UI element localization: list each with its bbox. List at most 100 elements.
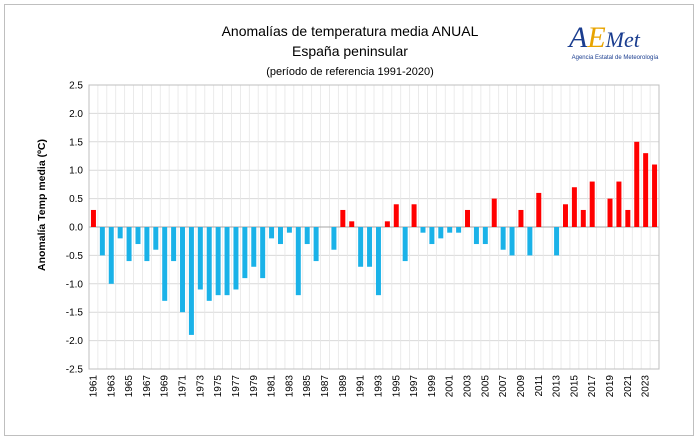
bar-2021 xyxy=(625,209,631,227)
bar-1970 xyxy=(171,227,177,262)
x-tick-label: 1979 xyxy=(249,375,260,398)
bar-2015 xyxy=(571,187,577,227)
x-tick-label: 1975 xyxy=(213,375,224,398)
x-tick-label: 2017 xyxy=(587,375,598,398)
bar-1969 xyxy=(162,227,168,301)
y-tick-label: -1.0 xyxy=(66,279,84,290)
bar-1975 xyxy=(215,227,221,296)
bar-1986 xyxy=(313,227,319,262)
bar-1967 xyxy=(144,227,150,262)
bar-1984 xyxy=(295,227,301,296)
x-tick-label: 1981 xyxy=(267,375,278,398)
bar-1961 xyxy=(90,209,96,227)
x-tick-label: 1991 xyxy=(356,375,367,398)
bar-1974 xyxy=(206,227,212,301)
bar-1980 xyxy=(260,227,266,279)
bar-1971 xyxy=(180,227,186,313)
x-tick-label: 1989 xyxy=(338,375,349,398)
y-tick-label: 0.5 xyxy=(69,194,83,205)
bar-1996 xyxy=(402,227,408,262)
bar-2016 xyxy=(580,209,586,227)
x-tick-label: 2005 xyxy=(480,375,491,398)
bar-1990 xyxy=(349,221,355,227)
x-axis-ticks: 1961 1963 1965 1967 1969 1971 1973 1975 1977 1979… xyxy=(88,375,651,398)
bar-2006 xyxy=(491,198,497,227)
x-tick-label: 1961 xyxy=(88,375,99,398)
plot-area-border xyxy=(88,84,660,370)
bar-2008 xyxy=(509,227,515,256)
bar-1994 xyxy=(384,221,390,227)
bar-1989 xyxy=(340,209,346,227)
x-tick-label: 1963 xyxy=(106,375,117,398)
bar-2001 xyxy=(447,227,453,233)
x-tick-label: 1977 xyxy=(231,375,242,398)
bar-1973 xyxy=(197,227,203,290)
bar-1966 xyxy=(135,227,141,245)
x-tick-label: 2013 xyxy=(552,375,563,398)
bar-1983 xyxy=(286,227,292,233)
y-tick-label: -2.5 xyxy=(66,365,84,376)
chart-frame: Anomalías de temperatura media ANUAL Esp… xyxy=(4,4,694,436)
y-tick-label: 2.0 xyxy=(69,109,83,120)
x-tick-label: 1985 xyxy=(302,375,313,398)
x-tick-label: 1997 xyxy=(409,375,420,398)
bar-2005 xyxy=(482,227,488,245)
bar-1972 xyxy=(188,227,194,335)
y-tick-label: 2.5 xyxy=(69,81,83,92)
bar-1997 xyxy=(411,204,417,227)
bar-1988 xyxy=(331,227,337,250)
bar-2003 xyxy=(465,209,471,227)
y-axis-ticks: 2.5 2.0 1.5 1.0 0.5 0.0 -0.5 -1.0 -1.5 -2.0 -2.5 xyxy=(66,81,84,376)
aemet-logo-text: AEMet xyxy=(567,21,641,54)
x-tick-label: 1995 xyxy=(391,375,402,398)
x-tick-label: 2001 xyxy=(445,375,456,398)
bar-1977 xyxy=(233,227,239,290)
bar-1985 xyxy=(304,227,310,245)
bar-1965 xyxy=(126,227,132,262)
bar-1991 xyxy=(358,227,364,267)
bar-1968 xyxy=(153,227,159,250)
bar-1978 xyxy=(242,227,248,279)
bar-2007 xyxy=(500,227,506,250)
bar-1962 xyxy=(99,227,105,256)
bar-2020 xyxy=(616,181,622,227)
bar-2023 xyxy=(643,153,649,227)
bar-2000 xyxy=(438,227,444,239)
chart-title: Anomalías de temperatura media ANUAL xyxy=(222,23,479,39)
x-tick-label: 1973 xyxy=(195,375,206,398)
chart-subtitle: España peninsular xyxy=(292,43,408,59)
x-tick-label: 1965 xyxy=(124,375,135,398)
x-tick-label: 1999 xyxy=(427,375,438,398)
bar-1976 xyxy=(224,227,230,296)
bar-2013 xyxy=(554,227,560,256)
bar-1963 xyxy=(108,227,114,284)
chart-bars xyxy=(90,141,658,335)
temperature-anomaly-chart: Anomalías de temperatura media ANUAL Esp… xyxy=(36,21,660,398)
y-tick-label: 0.0 xyxy=(69,223,83,234)
x-tick-label: 2003 xyxy=(463,375,474,398)
aemet-logo-tagline: Agencia Estatal de Meteorología xyxy=(572,55,659,61)
x-tick-label: 1983 xyxy=(284,375,295,398)
bar-2011 xyxy=(536,192,542,227)
bar-2014 xyxy=(562,204,568,227)
bar-1999 xyxy=(429,227,435,245)
bar-1964 xyxy=(117,227,123,239)
chart-reference-period: (período de referencia 1991-2020) xyxy=(266,66,434,78)
x-tick-label: 1971 xyxy=(178,375,189,398)
bar-1981 xyxy=(269,227,275,239)
bar-1995 xyxy=(393,204,399,227)
y-tick-label: -1.5 xyxy=(66,308,84,319)
y-tick-label: 1.0 xyxy=(69,166,83,177)
bar-1982 xyxy=(277,227,283,245)
y-tick-label: -2.0 xyxy=(66,336,84,347)
x-tick-label: 1969 xyxy=(160,375,171,398)
bar-2017 xyxy=(589,181,595,227)
y-tick-label: 1.5 xyxy=(69,137,83,148)
x-tick-label: 2011 xyxy=(534,375,545,397)
bar-2022 xyxy=(634,141,640,227)
x-tick-label: 2015 xyxy=(569,375,580,398)
bar-1979 xyxy=(251,227,257,267)
bar-2009 xyxy=(518,209,524,227)
y-tick-label: -0.5 xyxy=(66,251,84,262)
y-axis-label: Anomalía Temp media (ºC) xyxy=(36,139,48,271)
